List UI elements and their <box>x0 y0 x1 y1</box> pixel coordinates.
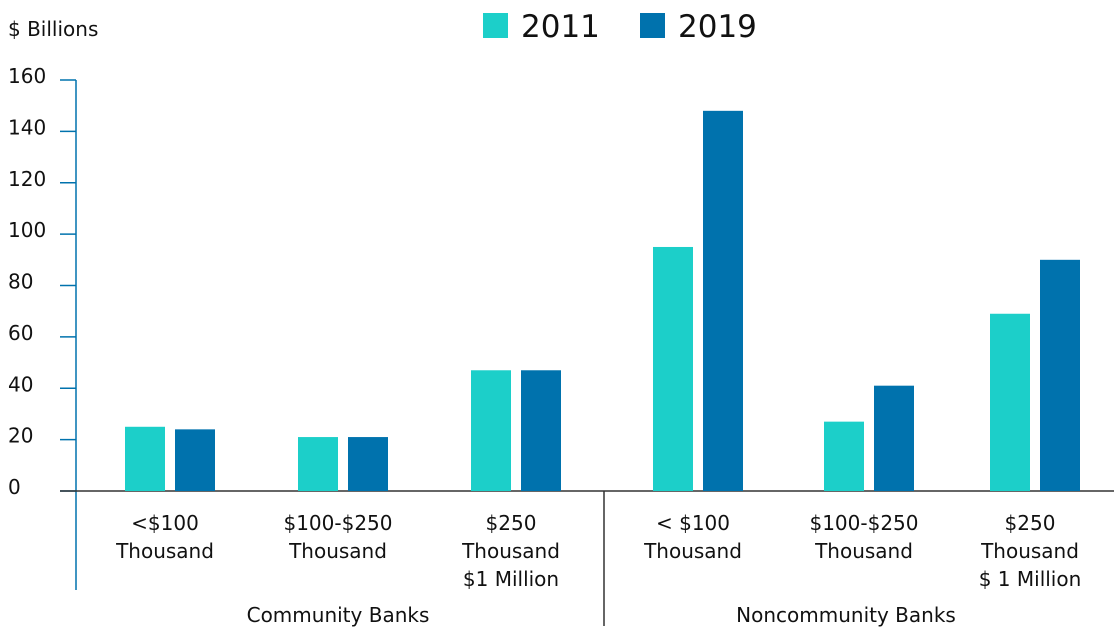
y-tick-label: 60 <box>8 321 33 345</box>
bar <box>175 429 215 491</box>
x-tick-label: $1 Million <box>463 567 559 591</box>
bar <box>653 246 693 491</box>
bar <box>348 437 388 491</box>
x-tick-label: < $100 <box>656 511 730 535</box>
bar <box>990 313 1030 491</box>
bar <box>471 370 511 491</box>
legend-swatch <box>483 13 508 38</box>
bar <box>125 426 165 491</box>
bar <box>874 385 914 491</box>
x-tick-label: $100-$250 <box>809 511 918 535</box>
x-tick-label: Thousand <box>288 539 387 563</box>
bar <box>1040 259 1080 491</box>
x-tick-label: $250 <box>1005 511 1056 535</box>
x-tick-label: Thousand <box>643 539 742 563</box>
group-label: Community Banks <box>247 603 430 627</box>
y-tick-label: 140 <box>8 115 46 139</box>
y-tick-label: 40 <box>8 372 33 396</box>
x-tick-label: Thousand <box>461 539 560 563</box>
legend-label: 2019 <box>678 9 757 45</box>
x-tick-label: $ 1 Million <box>979 567 1082 591</box>
y-tick-label: 20 <box>8 424 33 448</box>
x-tick-label: Thousand <box>814 539 913 563</box>
bar <box>703 110 743 491</box>
y-tick-label: 120 <box>8 167 46 191</box>
y-tick-label: 0 <box>8 475 21 499</box>
legend-swatch <box>640 13 665 38</box>
bar <box>521 370 561 491</box>
x-tick-label: $100-$250 <box>283 511 392 535</box>
y-tick-label: 100 <box>8 218 46 242</box>
group-label: Noncommunity Banks <box>736 603 956 627</box>
bar <box>824 421 864 491</box>
legend-label: 2011 <box>521 9 600 45</box>
x-tick-label: Thousand <box>980 539 1079 563</box>
y-tick-label: 80 <box>8 270 33 294</box>
x-tick-label: $250 <box>486 511 537 535</box>
x-tick-label: Thousand <box>115 539 214 563</box>
y-tick-label: 160 <box>8 64 46 88</box>
x-tick-label: <$100 <box>131 511 199 535</box>
y-axis-label: $ Billions <box>8 17 98 41</box>
bar <box>298 437 338 491</box>
